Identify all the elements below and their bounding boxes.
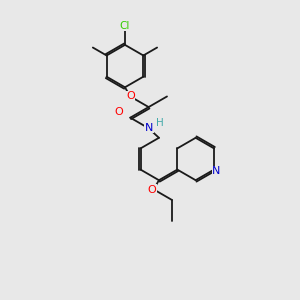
Text: N: N [145,123,153,133]
Text: O: O [115,107,124,117]
Text: O: O [126,92,135,101]
Text: Cl: Cl [120,21,130,31]
Text: O: O [148,185,157,195]
Text: H: H [156,118,164,128]
Text: N: N [212,166,220,176]
